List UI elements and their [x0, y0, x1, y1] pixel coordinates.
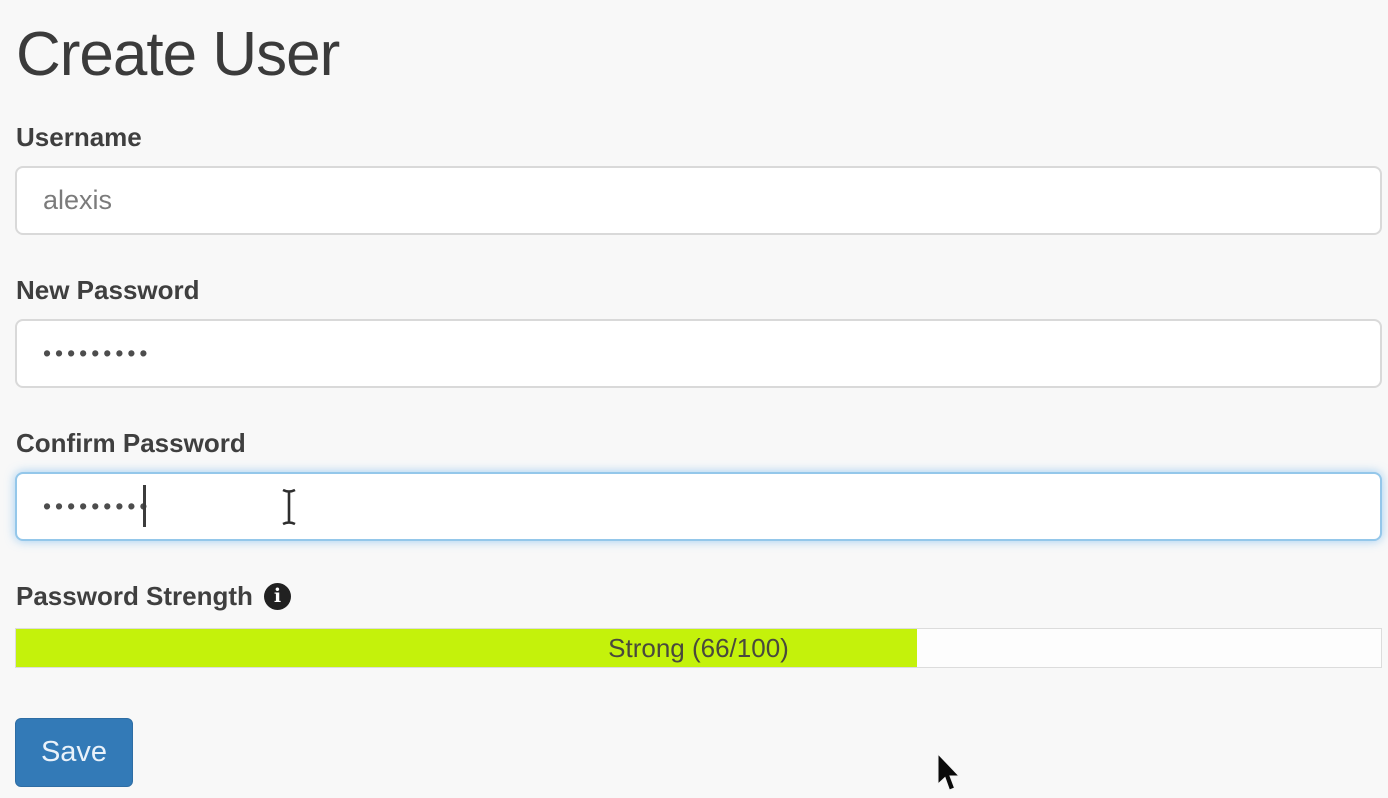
confirm-password-label: Confirm Password [16, 428, 246, 458]
new-password-label: New Password [16, 275, 200, 305]
username-label: Username [16, 122, 142, 152]
password-strength-fill [16, 629, 917, 667]
page-title: Create User [16, 20, 340, 89]
new-password-field-wrap [15, 319, 1382, 388]
form-container: Create User Username New Password Confir… [15, 0, 1382, 787]
confirm-password-input[interactable] [15, 472, 1382, 541]
username-input[interactable] [15, 166, 1382, 235]
info-circle-icon[interactable]: i [263, 583, 291, 610]
new-password-input[interactable] [15, 319, 1382, 388]
ibeam-cursor-icon [282, 488, 296, 526]
text-caret [143, 485, 146, 527]
password-strength-label: Password Strength [16, 581, 253, 611]
save-button[interactable]: Save [15, 718, 133, 787]
username-field-wrap [15, 166, 1382, 235]
password-strength-row: Password Strength i [16, 581, 1382, 612]
password-strength-text: Strong (66/100) [608, 633, 789, 663]
password-strength-bar: Strong (66/100) [15, 628, 1382, 668]
confirm-password-field-wrap [15, 472, 1382, 541]
